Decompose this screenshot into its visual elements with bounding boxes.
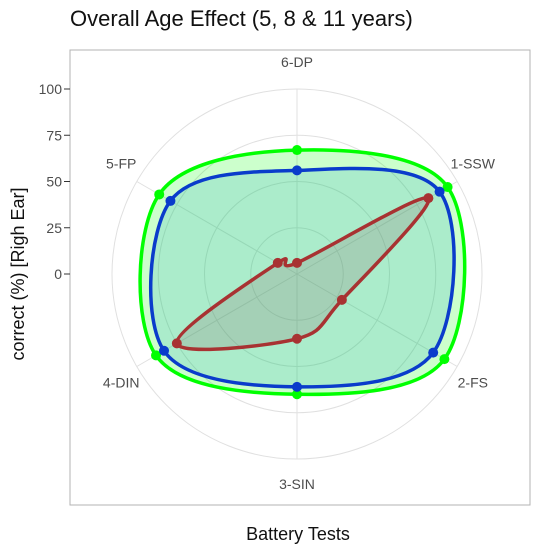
data-point (442, 182, 453, 193)
y-tick-label: 0 (54, 266, 62, 282)
data-point (292, 165, 302, 176)
y-tick-label: 25 (46, 220, 62, 236)
data-point (439, 354, 450, 365)
y-tick-label: 100 (39, 81, 63, 97)
data-point (151, 350, 162, 361)
data-point (292, 381, 302, 392)
chart-title: Overall Age Effect (5, 8 & 11 years) (70, 6, 413, 31)
series-layer (138, 145, 467, 400)
category-label: 4-DIN (103, 375, 140, 391)
y-axis-title: correct (%) [Righ Ear] (8, 187, 28, 360)
category-label: 5-FP (106, 156, 136, 172)
category-labels: 1-SSW 2-FS 3-SIN 4-DIN 5-FP 6-DP (103, 54, 496, 492)
x-axis-title: Battery Tests (246, 524, 350, 544)
data-point (428, 347, 439, 358)
category-label: 3-SIN (279, 476, 315, 492)
data-point (165, 195, 176, 206)
y-tick-label: 75 (46, 127, 62, 143)
data-point (292, 145, 302, 156)
data-point (154, 189, 165, 200)
series-3 (171, 193, 434, 352)
data-point (292, 333, 302, 344)
series-2 (149, 165, 456, 392)
data-point (272, 257, 283, 268)
y-tick-label: 50 (46, 174, 62, 190)
y-ticks: 0 25 50 75 100 (39, 81, 70, 282)
category-label: 2-FS (458, 375, 488, 391)
data-point (159, 345, 170, 356)
data-point (292, 389, 302, 400)
data-point (336, 294, 347, 305)
category-label: 6-DP (281, 54, 313, 70)
data-point (434, 186, 445, 197)
data-point (292, 257, 302, 268)
data-point (423, 193, 434, 204)
data-point (171, 338, 182, 349)
category-label: 1-SSW (451, 156, 496, 172)
series-1 (138, 145, 467, 400)
